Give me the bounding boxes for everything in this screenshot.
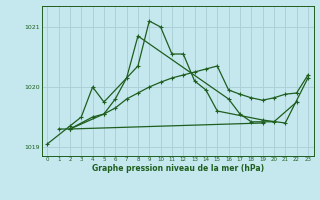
X-axis label: Graphe pression niveau de la mer (hPa): Graphe pression niveau de la mer (hPa) <box>92 164 264 173</box>
